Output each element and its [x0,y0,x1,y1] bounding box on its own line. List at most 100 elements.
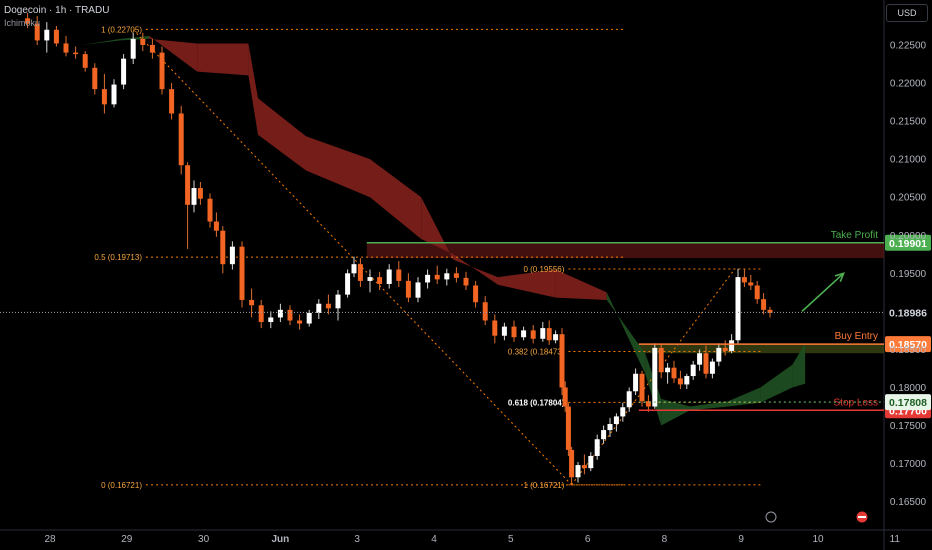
candle-body [501,326,507,336]
fib-level-label: 0 (0.19556) [523,265,564,274]
candle-body [482,302,488,321]
candle-body [562,387,568,407]
candle-body [453,273,459,278]
candle-body [121,58,127,85]
ichimoku-cloud-segment [197,43,249,76]
candle-body [73,52,79,55]
candle-body [658,347,664,373]
candle-body [581,465,587,469]
candle-body [492,320,498,336]
price-tag: 0.17808 [889,397,927,409]
fib-level-label: 1 (0.16721) [523,481,564,490]
candle-body [63,43,69,53]
candle-body [249,299,255,306]
x-tick-label: 28 [44,534,56,545]
y-tick-label: 0.17000 [890,459,927,470]
candle-body [268,317,274,323]
candle-body [540,328,546,339]
candle-body [722,347,728,351]
candle-body [197,188,203,199]
candle-body [239,246,245,300]
candle-body [748,282,754,286]
candle-body [367,277,373,281]
zone-box-1 [638,344,884,354]
level-note-buy-entry: Buy Entry [835,331,878,342]
candle-body [620,407,626,417]
fib-level-label: 0.382 (0.18473) [508,347,565,356]
ichimoku-cloud-segment [149,35,198,72]
price-tag: 0.18570 [889,339,927,351]
candle-body [130,38,136,59]
projection-arrow [801,272,845,312]
candle-body [761,299,767,310]
candle-body [697,353,703,365]
x-tick-label: 3 [354,534,360,545]
candle-body [415,282,421,298]
candle-body [425,274,431,283]
candle-body [530,330,536,339]
candle-body [521,330,527,338]
candle-body [258,305,264,323]
candle-body [405,280,411,298]
chart-header: Dogecoin · 1h · TRADU Ichimoku [4,5,109,29]
candle-body [703,353,709,374]
candle-body [473,285,479,303]
level-note-stop-loss: Stop Loss [834,397,878,408]
fib-level-label: 0.5 (0.19713) [94,253,142,262]
projection-arrow-head [834,272,845,282]
candle-body [169,89,175,114]
candle-body [671,367,677,379]
candle-body [277,309,283,318]
candle-body [565,406,571,450]
candle-body [677,378,683,385]
candle-body [149,44,155,53]
ichimoku-cloud-segment [661,398,690,426]
fib-level-label: 1 (0.22705) [101,25,142,34]
y-tick-label: 0.20500 [890,193,927,204]
candle-body [297,320,303,324]
candle-body [325,303,331,309]
x-tick-label: 10 [812,534,824,545]
price-tag-bg [885,234,931,251]
replay-icon[interactable] [765,511,777,523]
candle-body [207,198,213,222]
candle-body [690,364,696,377]
candle-body [386,269,392,284]
candle-body [463,277,469,286]
y-tick-label: 0.20000 [890,231,927,242]
candle-body [559,334,565,388]
candle-body [220,230,226,265]
candle-body [316,303,322,313]
y-tick-label: 0.21500 [890,117,927,128]
y-tick-label: 0.22000 [890,79,927,90]
ichimoku-cloud-segment [120,35,150,41]
candle-body [546,328,552,341]
candle-body [396,269,402,281]
candle-body [716,347,722,362]
x-tick-label: 9 [738,534,744,545]
ichimoku-cloud-segment [453,254,498,285]
ichimoku-cloud-segment [606,292,646,374]
candle-body [213,221,219,231]
ichimoku-cloud-segment [258,98,306,171]
fib-level-label: 0 (0.16721) [101,481,142,490]
fib-level-label: 0.618 (0.17804) [508,398,565,407]
candle-body [82,54,88,68]
candle-body [607,424,613,431]
y-tick-label: 0.21000 [890,155,927,166]
indicator-label[interactable]: Ichimoku [4,18,41,28]
candle-body [626,391,632,408]
candle-body [639,373,645,402]
y-tick-label: 0.22500 [890,40,927,51]
candle-body [178,113,184,166]
candle-body [645,401,651,407]
ichimoku-cloud-segment [82,38,121,45]
candle-body [229,246,235,265]
symbol-title[interactable]: Dogecoin · 1h · TRADU [4,5,110,16]
candle-body [741,277,747,283]
price-tag: 0.18986 [889,307,927,319]
x-tick-label: 4 [431,534,437,545]
flag-icon-bar [858,516,866,518]
currency-button[interactable]: USD [886,4,928,22]
